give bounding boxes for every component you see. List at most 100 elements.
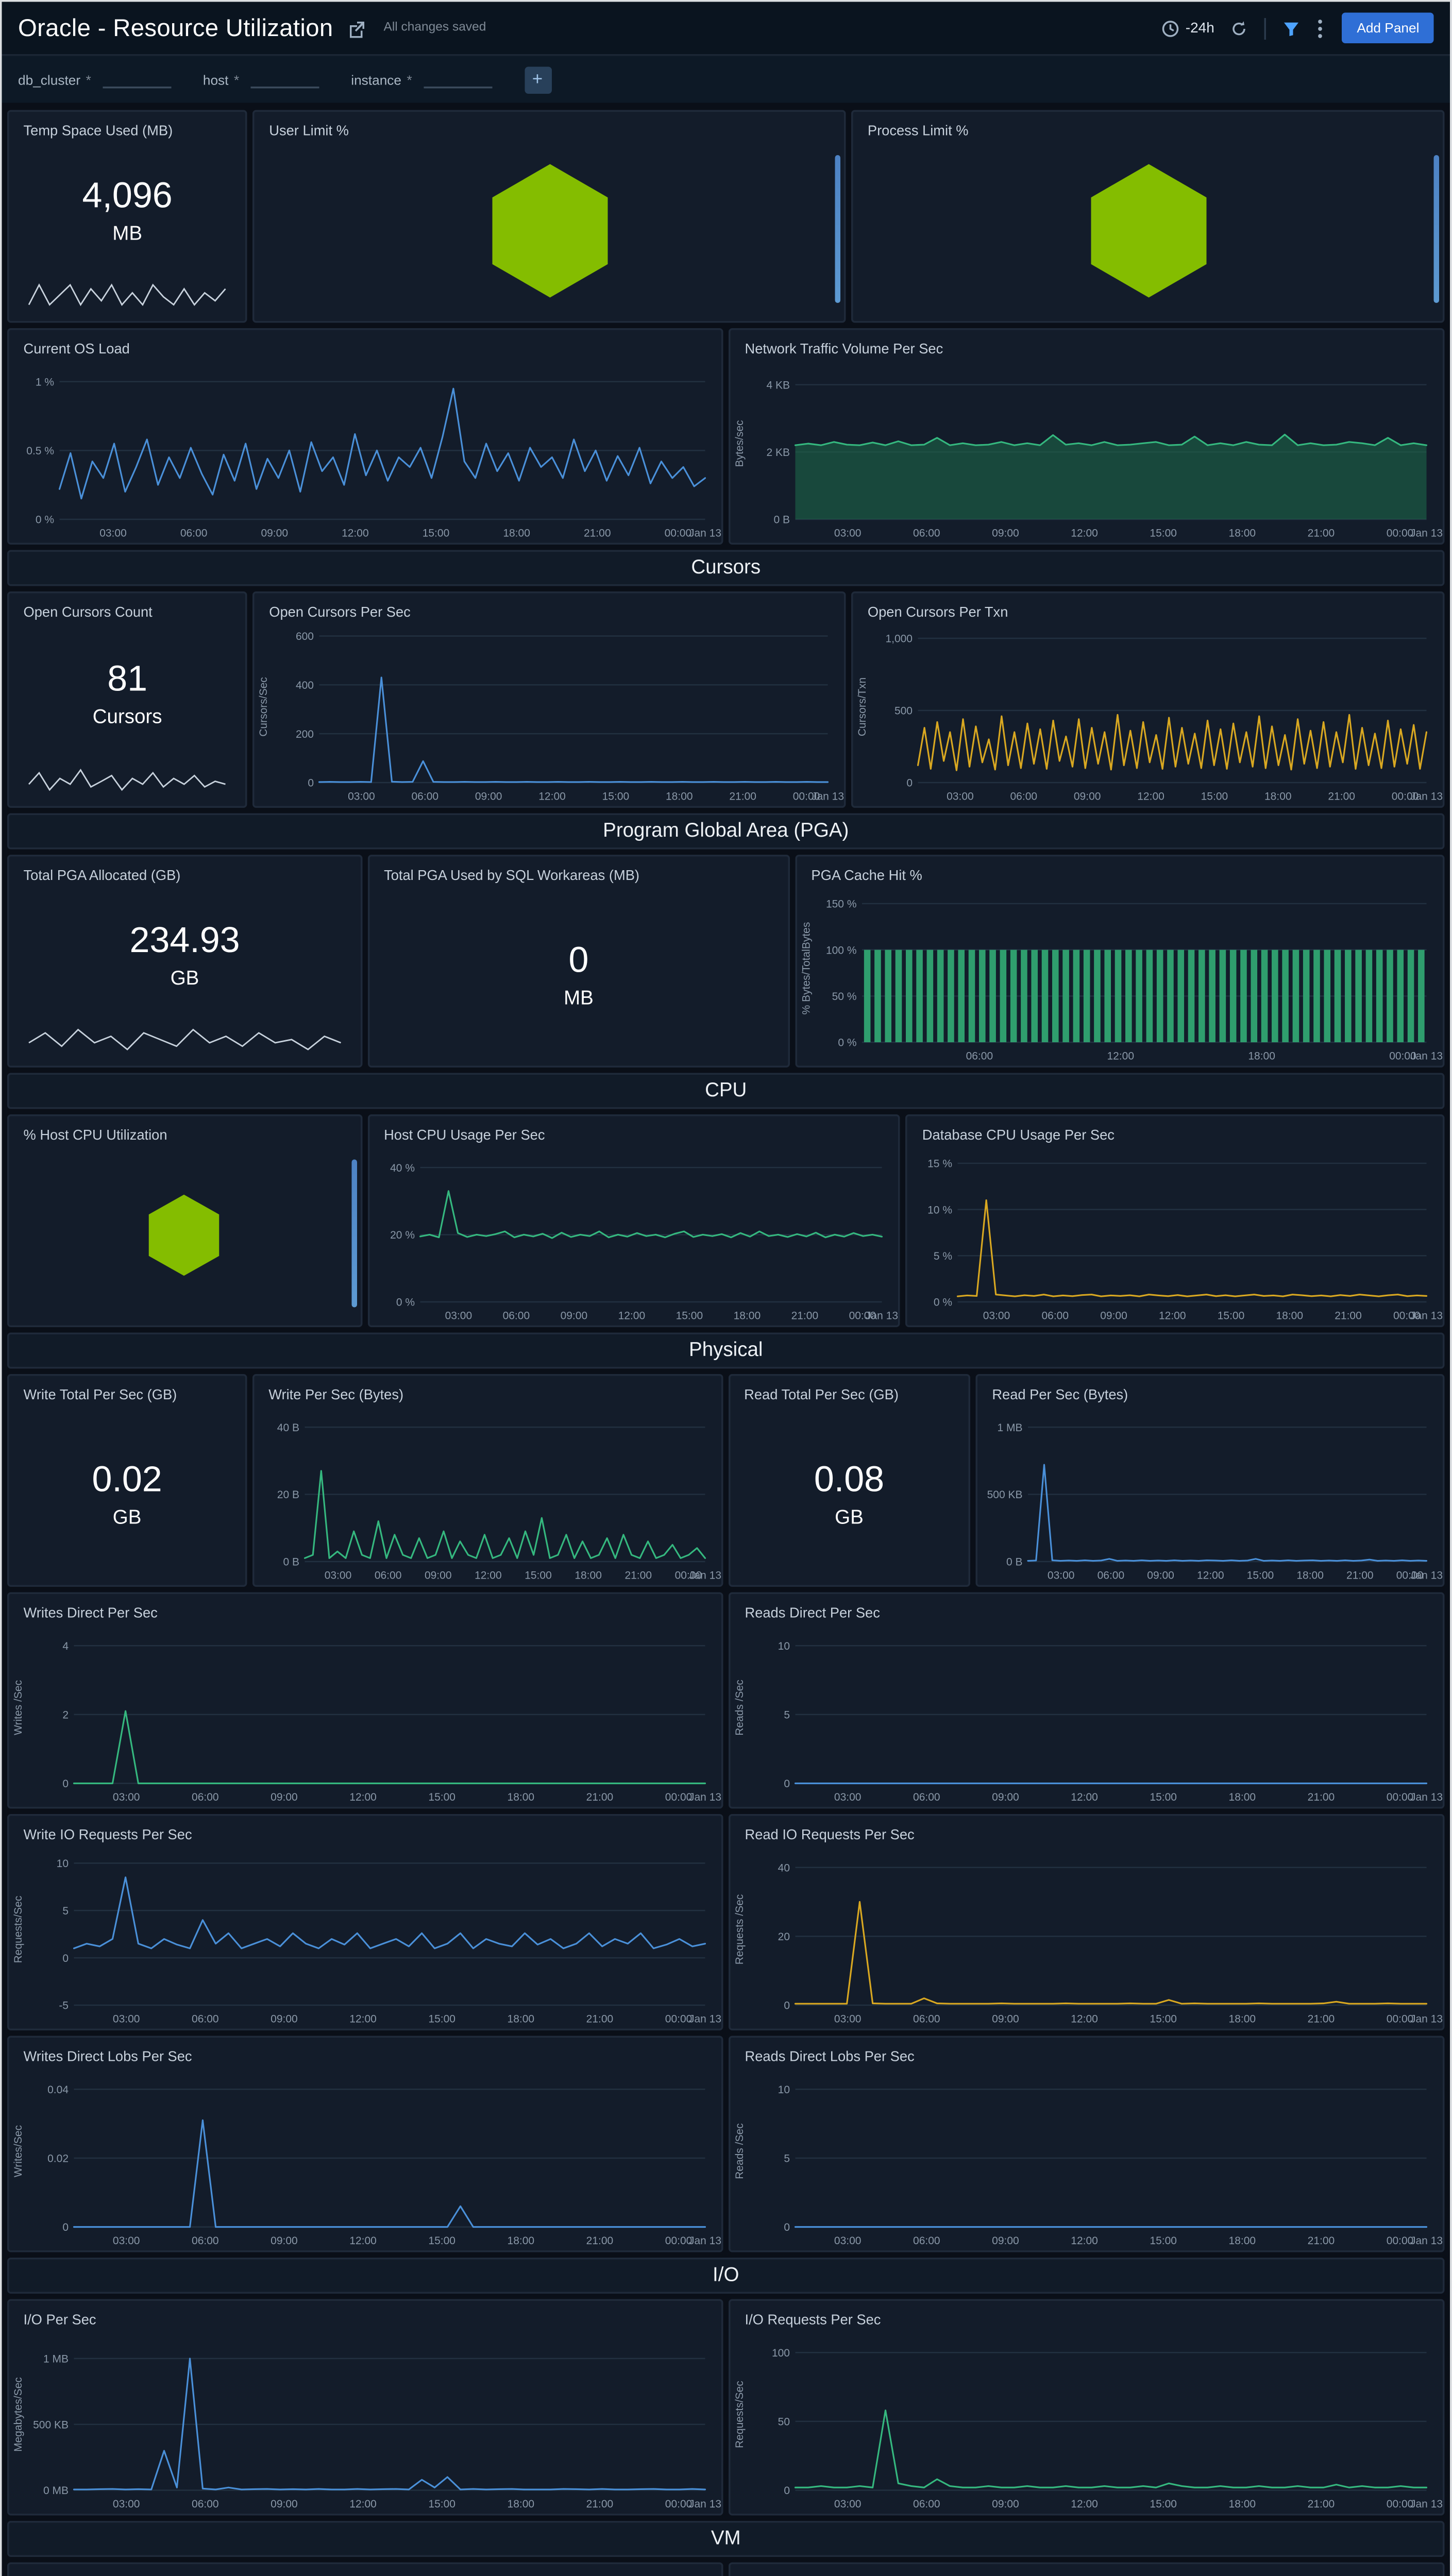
hexagon-cell[interactable]: [149, 1194, 220, 1276]
panel-reads-direct-per-sec: Reads Direct Per Sec 0 5 10 03:00 06:00 09:00…: [729, 1592, 1445, 1809]
svg-text:Jan 13: Jan 13: [689, 2235, 721, 2247]
section-header-physical: Physical: [7, 1332, 1445, 1369]
svg-text:150 %: 150 %: [825, 899, 856, 910]
chart-network-traffic[interactable]: 0 B 2 KB 4 KB 03:00 06:00 09:00 12:00 15:00 18:0…: [731, 359, 1443, 543]
svg-text:15:00: 15:00: [676, 1310, 703, 1321]
filter-bar: db_cluster * host * instance * +: [2, 56, 1450, 103]
panel-title: Reads Direct Per Sec: [745, 1605, 880, 1621]
svg-text:0: 0: [784, 1778, 790, 1790]
svg-text:00:00: 00:00: [665, 2498, 693, 2510]
svg-text:18:00: 18:00: [1229, 2013, 1256, 2025]
chart-host-cpu-usage[interactable]: 0 % 20 % 40 % 03:00 06:00 09:00 12:00 15:00 18:0…: [369, 1145, 899, 1326]
hexagon-cell[interactable]: [492, 164, 607, 298]
svg-text:09:00: 09:00: [271, 1791, 298, 1803]
svg-text:10: 10: [57, 1858, 69, 1870]
stat-unit: GB: [835, 1507, 864, 1529]
panel-io-requests-per-sec: I/O Requests Per Sec 0 50 100 03:00 06:00 09:…: [729, 2299, 1445, 2516]
svg-text:00:00: 00:00: [1387, 527, 1414, 539]
svg-text:06:00: 06:00: [913, 2498, 940, 2510]
svg-text:06:00: 06:00: [192, 1791, 219, 1803]
svg-text:Jan 13: Jan 13: [689, 527, 721, 539]
svg-text:Megabytes/Sec: Megabytes/Sec: [12, 2377, 24, 2452]
add-filter-button[interactable]: +: [524, 65, 551, 93]
chart-writes-direct-lobs[interactable]: 0 0.02 0.04 03:00 06:00 09:00 12:00 15:00 18:00 2…: [9, 2066, 721, 2250]
stat-unit: MB: [564, 988, 594, 1010]
time-range[interactable]: -24h: [1185, 20, 1214, 37]
svg-text:40 %: 40 %: [390, 1162, 415, 1174]
db-cluster-input[interactable]: [102, 71, 171, 89]
section-header-io: I/O: [7, 2258, 1445, 2294]
svg-text:15:00: 15:00: [525, 1569, 552, 1581]
svg-text:09:00: 09:00: [261, 527, 288, 539]
panel-total-pga-sql-workareas: Total PGA Used by SQL Workareas (MB) 0 M…: [367, 855, 790, 1067]
chart-current-os-load[interactable]: 0 % 0.5 % 1 % 03:00 06:00 09:00 12:00 15:00 18:0…: [9, 359, 721, 543]
svg-text:12:00: 12:00: [1107, 1050, 1134, 1062]
panel-title: Temp Space Used (MB): [23, 123, 173, 139]
svg-text:1,000: 1,000: [886, 633, 913, 645]
honeycomb-chart[interactable]: [853, 141, 1443, 321]
chart-read-per-sec-bytes[interactable]: 0 B 500 KB 1 MB 03:00 06:00 09:00 12:00 15:00 18…: [977, 1405, 1443, 1585]
svg-text:18:00: 18:00: [1229, 2498, 1256, 2510]
svg-text:4: 4: [62, 1640, 69, 1652]
filter-icon[interactable]: [1283, 19, 1301, 37]
stat-display: 81 Cursors: [9, 622, 246, 767]
svg-text:09:00: 09:00: [271, 2498, 298, 2510]
svg-text:06:00: 06:00: [913, 527, 940, 539]
panel-title: Read Total Per Sec (GB): [744, 1386, 899, 1403]
stat-unit: Cursors: [92, 707, 162, 728]
section-header-cpu: CPU: [7, 1073, 1445, 1109]
clock-icon[interactable]: [1162, 19, 1180, 37]
panel-title: Open Cursors Per Sec: [269, 604, 411, 621]
honeycomb-chart[interactable]: [255, 141, 844, 321]
add-panel-button[interactable]: Add Panel: [1342, 12, 1434, 43]
panel-title: Open Cursors Count: [23, 604, 153, 621]
svg-text:4 KB: 4 KB: [766, 379, 790, 391]
save-status: All changes saved: [383, 22, 486, 35]
chart-reads-direct-lobs[interactable]: 0 5 10 03:00 06:00 09:00 12:00 15:00 18:00 21:00 0…: [731, 2066, 1443, 2250]
honeycomb-chart[interactable]: [9, 1145, 361, 1326]
chart-open-cursors-per-txn[interactable]: 0 500 1,000 03:00 06:00 09:00 12:00 15:00 18:00 2…: [853, 622, 1443, 806]
chart-pga-cache-hit[interactable]: 0 % 50 % 100 % 150 % 06:00 12:00 18:00 00:00 Jan…: [797, 886, 1443, 1066]
svg-text:00:00: 00:00: [849, 1310, 876, 1321]
panel-read-io-requests: Read IO Requests Per Sec 0 20 40 03:00 06:00…: [729, 1814, 1445, 2030]
legend-scrollbar[interactable]: [351, 1159, 357, 1308]
svg-text:03:00: 03:00: [834, 2235, 862, 2247]
svg-text:00:00: 00:00: [674, 1569, 702, 1581]
chart-writes-direct-per-sec[interactable]: 0 2 4 03:00 06:00 09:00 12:00 15:00 18:00 21:00 00…: [9, 1623, 721, 1807]
legend-scrollbar[interactable]: [835, 155, 841, 303]
chart-database-cpu-usage[interactable]: 0 % 5 % 10 % 15 % 03:00 06:00 09:00 12:00 15:00 1…: [908, 1145, 1443, 1326]
svg-text:18:00: 18:00: [1229, 1791, 1256, 1803]
instance-input[interactable]: [423, 71, 492, 89]
host-input[interactable]: [250, 71, 319, 89]
svg-text:03:00: 03:00: [1048, 1569, 1075, 1581]
panel-title: Current OS Load: [23, 341, 130, 358]
section-title: Physical: [689, 1340, 763, 1362]
kebab-menu-icon[interactable]: [1317, 17, 1324, 39]
panel-temp-space-used: Temp Space Used (MB) 4,096 MB: [7, 110, 248, 323]
stat-display: 234.93 GB: [9, 886, 361, 1026]
legend-scrollbar[interactable]: [1433, 155, 1439, 303]
dashboard-content: Temp Space Used (MB) 4,096 MB User Limit…: [2, 103, 1450, 2576]
svg-text:03:00: 03:00: [113, 2235, 140, 2247]
chart-io-per-sec[interactable]: 0 MB 500 KB 1 MB 03:00 06:00 09:00 12:00 15:00 1…: [9, 2330, 721, 2514]
chart-open-cursors-per-sec[interactable]: 0 200 400 600 03:00 06:00 09:00 12:00 15:00 18:00…: [255, 622, 845, 806]
edit-icon[interactable]: [348, 19, 366, 37]
svg-text:12:00: 12:00: [349, 2498, 377, 2510]
stat-display: 0.08 GB: [730, 1405, 969, 1585]
chart-write-per-sec-bytes[interactable]: 0 B 20 B 40 B 03:00 06:00 09:00 12:00 15:00 18:0…: [254, 1405, 721, 1585]
hexagon-cell[interactable]: [1090, 164, 1206, 298]
svg-text:Bytes/sec: Bytes/sec: [734, 420, 746, 467]
required-asterisk: *: [234, 72, 240, 89]
refresh-icon[interactable]: [1230, 19, 1248, 37]
chart-read-io-requests[interactable]: 0 20 40 03:00 06:00 09:00 12:00 15:00 18:00 21:00…: [731, 1845, 1443, 2029]
chart-reads-direct-per-sec[interactable]: 0 5 10 03:00 06:00 09:00 12:00 15:00 18:00 21:00 0…: [731, 1623, 1443, 1807]
svg-text:18:00: 18:00: [508, 2013, 535, 2025]
chart-write-io-requests[interactable]: -5 0 5 10 03:00 06:00 09:00 12:00 15:00 18:00 21:0…: [9, 1845, 721, 2029]
chart-io-requests-per-sec[interactable]: 0 50 100 03:00 06:00 09:00 12:00 15:00 18:00 21:0…: [731, 2330, 1443, 2514]
svg-text:09:00: 09:00: [560, 1310, 587, 1321]
svg-text:21:00: 21:00: [1308, 2235, 1335, 2247]
panel-read-total-per-sec: Read Total Per Sec (GB) 0.08 GB: [728, 1374, 971, 1587]
honeycomb-svg: [1090, 164, 1206, 298]
svg-text:18:00: 18:00: [733, 1310, 761, 1321]
section-title: I/O: [713, 2265, 739, 2286]
